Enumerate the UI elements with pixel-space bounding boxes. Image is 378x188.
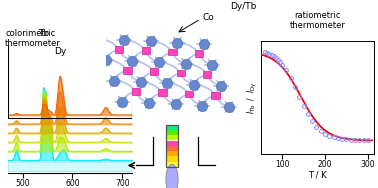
Point <box>94 37 101 40</box>
Point <box>183 62 189 65</box>
Bar <box>195 50 203 57</box>
Circle shape <box>166 164 178 188</box>
Point <box>201 42 207 45</box>
Point <box>129 59 135 62</box>
Point <box>218 84 224 87</box>
Bar <box>177 70 185 77</box>
Bar <box>166 125 178 130</box>
Bar <box>158 89 167 96</box>
Bar <box>142 47 150 54</box>
Bar <box>115 46 123 53</box>
Y-axis label: $I_{\rm Tb}$  /  $I_{\rm Dy}$: $I_{\rm Tb}$ / $I_{\rm Dy}$ <box>246 81 259 114</box>
Bar <box>168 49 177 55</box>
Point <box>119 100 125 103</box>
Bar <box>203 71 211 78</box>
Point <box>209 64 215 67</box>
Point <box>146 101 152 104</box>
Point <box>111 79 117 82</box>
Bar <box>185 91 193 97</box>
Text: Dy/Tb: Dy/Tb <box>231 2 257 11</box>
Bar <box>166 135 178 140</box>
Text: colorimetric
thermometer: colorimetric thermometer <box>5 29 61 48</box>
Bar <box>166 162 178 167</box>
Point <box>156 61 162 64</box>
Text: ratiometric
thermometer: ratiometric thermometer <box>290 11 345 30</box>
Point <box>174 41 180 44</box>
Polygon shape <box>8 162 132 171</box>
Bar <box>132 88 140 95</box>
Bar <box>123 67 132 74</box>
Bar <box>166 130 178 135</box>
Point <box>164 82 170 85</box>
Bar <box>150 68 158 75</box>
Bar <box>166 151 178 156</box>
Point <box>191 83 197 86</box>
Point <box>121 38 127 41</box>
X-axis label: T / K: T / K <box>308 171 327 180</box>
Point <box>103 58 109 61</box>
Point <box>173 103 179 106</box>
Point <box>148 40 154 43</box>
Bar <box>166 156 178 161</box>
Point <box>138 80 144 83</box>
Text: Co: Co <box>202 13 214 22</box>
Point <box>199 104 205 107</box>
Point <box>226 105 232 108</box>
Text: Dy: Dy <box>54 47 67 56</box>
Text: Tb: Tb <box>38 29 49 38</box>
Bar <box>166 146 178 151</box>
Bar <box>166 141 178 146</box>
Bar <box>211 92 220 99</box>
